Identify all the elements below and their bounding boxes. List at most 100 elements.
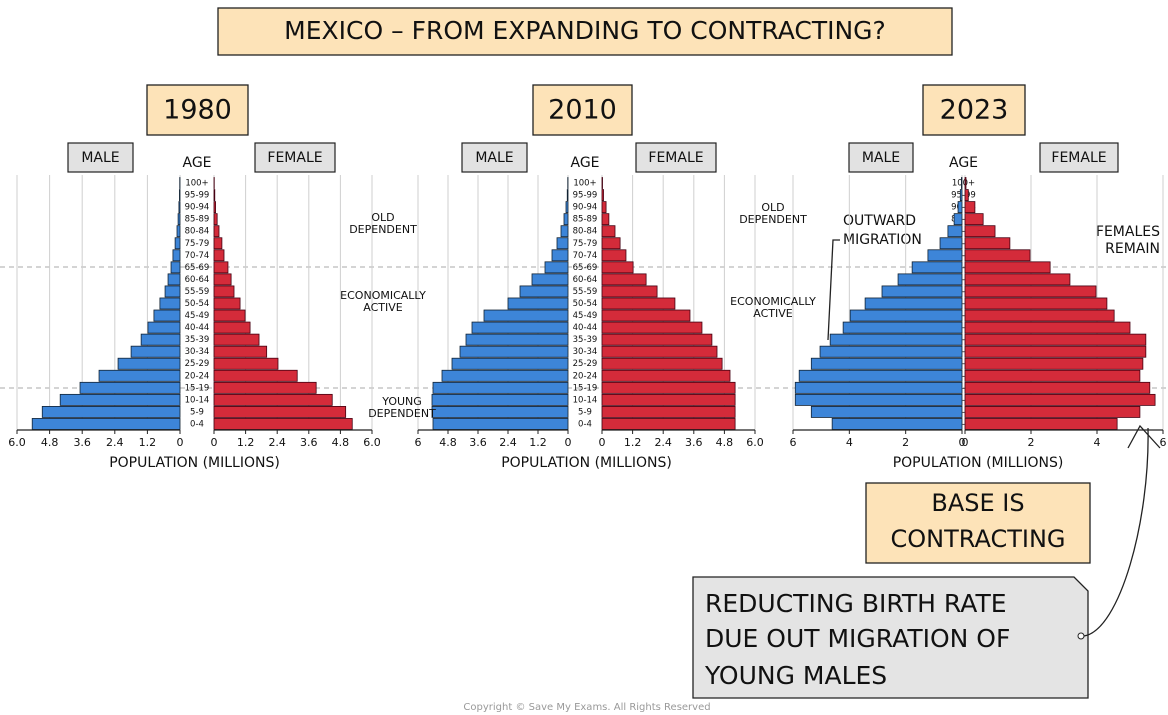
age-label: 35-39 [573, 335, 598, 345]
bar [213, 369, 298, 382]
x-tick-label: 0 [599, 436, 606, 449]
age-label: 40-44 [573, 323, 598, 333]
bar [831, 418, 963, 430]
age-label: 5-9 [190, 407, 204, 417]
bar [431, 393, 569, 406]
bar [964, 309, 1115, 322]
age-label: 70-74 [573, 251, 598, 261]
bar [601, 261, 634, 274]
x-tick-label: 2 [902, 436, 909, 449]
year-box [532, 84, 633, 136]
base-box [865, 482, 1091, 564]
age-label: 55-59 [185, 287, 210, 297]
age-label: 45-49 [185, 311, 210, 321]
bar [178, 201, 181, 214]
bar [117, 357, 181, 370]
bar [130, 345, 181, 358]
legend-label: FEMALE [267, 150, 322, 166]
bar [213, 309, 246, 322]
bar [964, 261, 1051, 274]
bar [964, 189, 969, 201]
age-label: 90-94 [573, 203, 598, 213]
bar [147, 321, 181, 334]
title: MEXICO – FROM EXPANDING TO CONTRACTING? [284, 16, 886, 45]
bar [964, 201, 976, 214]
x-tick-label: 3.6 [73, 436, 91, 449]
annotation: REDUCTING BIRTH RATE [705, 589, 1007, 618]
bar [964, 406, 1141, 418]
bar [601, 381, 736, 394]
annotation: CONTRACTING [890, 525, 1065, 553]
bar [964, 177, 967, 189]
x-tick-label: 6.0 [363, 436, 381, 449]
age-label: 60-64 [951, 275, 976, 285]
bar [167, 273, 181, 286]
bar [164, 285, 181, 298]
age-label: 40-44 [951, 323, 976, 333]
bar [601, 297, 676, 310]
bar [213, 321, 251, 334]
legend-label: MALE [862, 150, 900, 166]
side-label: DEPENDENT [349, 223, 417, 236]
bar [566, 189, 569, 201]
legend-label: FEMALE [648, 150, 703, 166]
bar [601, 273, 647, 286]
x-tick-label: 6 [790, 436, 797, 449]
x-tick-label: 3.6 [685, 436, 703, 449]
bar [953, 213, 963, 226]
bar [213, 201, 216, 214]
age-label: 25-29 [951, 359, 976, 369]
bar [459, 345, 569, 358]
bar [213, 357, 279, 370]
bar [507, 297, 569, 310]
chart-title: 2023 [940, 95, 1009, 126]
age-label: 85-89 [573, 215, 598, 225]
bar [959, 189, 963, 201]
age-label: 0-4 [578, 419, 592, 429]
age-label: 80-84 [951, 227, 976, 237]
bar [213, 333, 260, 346]
x-tick-label: 3.6 [469, 436, 487, 449]
bar [601, 189, 604, 201]
bar [31, 418, 181, 430]
bar [964, 225, 996, 238]
age-label: 20-24 [185, 371, 210, 381]
connector [1083, 427, 1149, 637]
callout-box [692, 576, 1089, 699]
y-axis-label: AGE [182, 155, 211, 171]
x-tick-label: 2 [1028, 436, 1035, 449]
bar [213, 297, 241, 310]
bar [601, 309, 691, 322]
bracket [827, 239, 840, 341]
age-label: 30-34 [951, 347, 976, 357]
age-label: 15-19 [185, 383, 210, 393]
x-tick-label: 4 [1094, 436, 1101, 449]
bar [153, 309, 181, 322]
bar [927, 249, 963, 262]
x-axis-label: POPULATION (MILLIONS) [501, 455, 672, 471]
bar [601, 177, 603, 189]
year-box [922, 84, 1026, 136]
age-label: 55-59 [573, 287, 598, 297]
bar [601, 418, 736, 430]
bar [601, 406, 736, 418]
bar [957, 201, 963, 214]
bar [98, 369, 181, 382]
bar [911, 261, 963, 274]
bar [159, 297, 181, 310]
bar [213, 418, 353, 430]
side-label: ECONOMICALLY [340, 289, 426, 302]
bar [213, 225, 220, 238]
age-label: 55-59 [951, 287, 976, 297]
age-label: 5-9 [957, 407, 971, 417]
x-tick-label: 4.8 [439, 436, 457, 449]
age-label: 95-99 [185, 191, 210, 201]
x-tick-label: 6.0 [746, 436, 764, 449]
age-label: 100+ [952, 179, 975, 189]
x-tick-label: 0 [177, 436, 184, 449]
bar [174, 237, 181, 250]
age-label: 25-29 [185, 359, 210, 369]
bar [79, 381, 181, 394]
bar [794, 393, 963, 406]
